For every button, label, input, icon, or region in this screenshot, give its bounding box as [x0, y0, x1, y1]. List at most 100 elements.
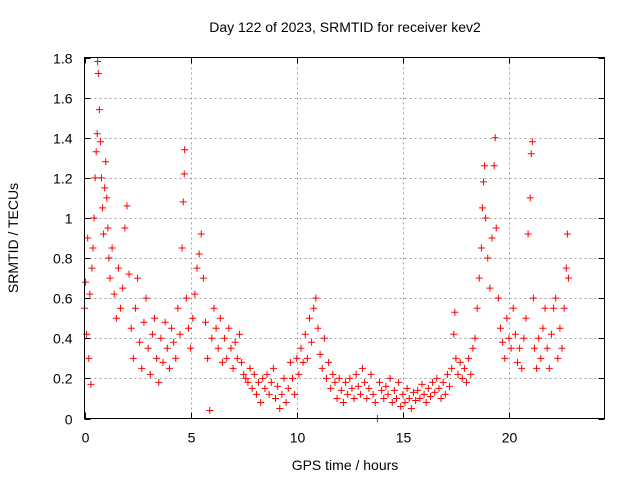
data-point [418, 380, 426, 388]
data-point [475, 274, 483, 282]
data-point [528, 138, 536, 146]
data-point [96, 138, 104, 146]
data-point [119, 284, 127, 292]
data-point [95, 106, 103, 114]
data-point [516, 344, 524, 352]
data-point [378, 386, 386, 394]
data-point [293, 354, 301, 362]
data-point [272, 394, 280, 402]
data-point [276, 404, 284, 412]
data-point [88, 264, 96, 272]
data-point [369, 390, 377, 398]
data-point [435, 384, 443, 392]
data-point [451, 308, 459, 316]
data-point [503, 314, 511, 322]
data-point [127, 324, 135, 332]
data-point [146, 370, 154, 378]
data-point [199, 274, 207, 282]
y-tick-label: 1.6 [53, 91, 73, 107]
data-point [469, 344, 477, 352]
data-point [153, 354, 161, 362]
data-point [82, 278, 90, 286]
data-point [527, 150, 535, 158]
y-tick-label: 0 [65, 412, 73, 428]
data-point [297, 344, 305, 352]
data-point [161, 318, 169, 326]
data-point [134, 274, 142, 282]
data-point [123, 202, 131, 210]
data-point [450, 330, 458, 338]
data-point [191, 290, 199, 298]
data-point [441, 390, 449, 398]
data-point [390, 386, 398, 394]
data-point [497, 324, 504, 332]
data-point [545, 364, 553, 372]
data-point [335, 374, 343, 382]
data-point [265, 390, 273, 398]
data-point [240, 370, 248, 378]
data-point [563, 230, 571, 238]
data-point [110, 290, 118, 298]
data-point [193, 264, 201, 272]
data-point [195, 250, 203, 258]
data-point [448, 364, 456, 372]
data-point [318, 364, 326, 372]
data-point [142, 294, 150, 302]
data-point [426, 392, 434, 400]
data-point [106, 274, 114, 282]
data-point [344, 390, 352, 398]
data-point [250, 370, 258, 378]
data-point [85, 354, 93, 362]
data-point [87, 380, 95, 388]
data-point [170, 338, 178, 346]
data-point [100, 230, 108, 238]
data-point [365, 384, 373, 392]
data-point [138, 364, 146, 372]
data-point [310, 304, 318, 312]
y-tick-label: 0.4 [53, 331, 73, 347]
data-point [278, 390, 286, 398]
data-point [91, 174, 99, 182]
data-point [367, 370, 375, 378]
data-point [157, 334, 165, 342]
data-point [259, 374, 267, 382]
data-point [204, 354, 212, 362]
data-point [439, 378, 447, 386]
data-point [303, 354, 311, 362]
data-point [314, 324, 322, 332]
data-point [477, 244, 485, 252]
data-point [407, 404, 415, 412]
data-point [136, 338, 144, 346]
grid-lines [84, 57, 605, 419]
data-point [99, 204, 107, 212]
data-point [269, 364, 277, 372]
data-point [229, 364, 237, 372]
data-point [289, 374, 296, 382]
x-tick-label: 15 [396, 430, 412, 446]
y-tick-label: 0.6 [53, 291, 73, 307]
data-point [473, 304, 481, 312]
data-point [187, 344, 195, 352]
data-point [238, 358, 246, 366]
data-point [380, 394, 388, 402]
data-point [284, 384, 292, 392]
data-point [197, 230, 205, 238]
data-point [248, 384, 256, 392]
data-point [486, 284, 494, 292]
data-point [422, 398, 430, 406]
data-point [103, 194, 111, 202]
data-point [530, 344, 538, 352]
data-point [129, 354, 137, 362]
data-point [201, 318, 209, 326]
data-point [165, 364, 173, 372]
data-point [214, 344, 222, 352]
data-point [403, 384, 411, 392]
data-point [524, 230, 532, 238]
data-point [246, 364, 254, 372]
data-point [454, 370, 462, 378]
data-point [179, 198, 187, 206]
plot-frame [84, 57, 605, 419]
data-point [518, 364, 526, 372]
data-point [117, 304, 125, 312]
data-point [168, 324, 176, 332]
